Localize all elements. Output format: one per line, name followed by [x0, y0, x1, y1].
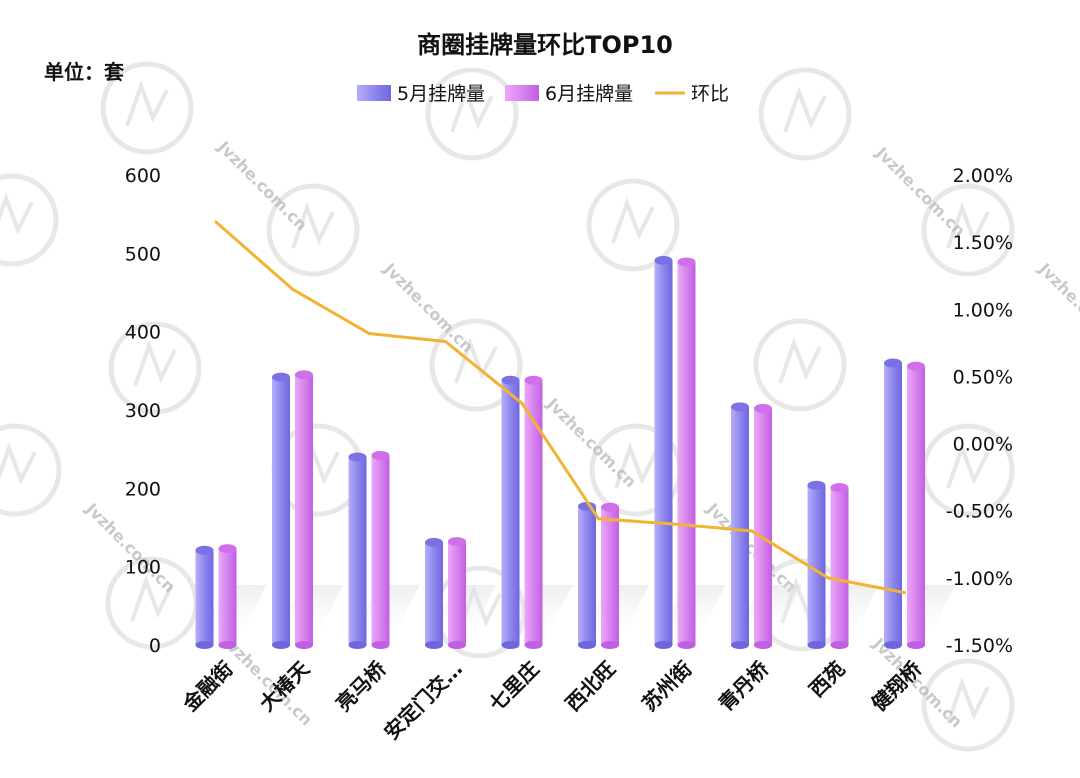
- watermark-seal: [108, 321, 202, 415]
- watermark-text: Jvzhe.com.cn: [1034, 259, 1080, 357]
- category-label-6: 西北旺: [561, 657, 620, 716]
- category-label-4: 安定门交…: [379, 657, 467, 745]
- line-point-3: [367, 331, 371, 335]
- right-tick-label: 1.50%: [953, 232, 1013, 254]
- legend-label-2: 6月挂牌量: [545, 83, 633, 105]
- bar-june-5: [524, 375, 543, 649]
- bar-may-1: [195, 545, 214, 649]
- left-tick-label: 300: [125, 400, 161, 422]
- line-point-1: [214, 220, 218, 224]
- watermark-text: Jvzhe.com.cn: [379, 259, 477, 357]
- line-point-6: [597, 517, 600, 521]
- bar-may-3: [348, 452, 367, 649]
- category-label-3: 亮马桥: [331, 656, 391, 716]
- line-point-4: [444, 340, 447, 344]
- right-axis-ticks: -1.50% -1.00% -0.50% 0.00% 0.50% 1.00% 1.50% 2.…: [946, 165, 1013, 657]
- right-tick-label: 0.50%: [953, 366, 1013, 388]
- bar-june-2: [295, 370, 313, 649]
- watermark-seal: [758, 67, 852, 161]
- bar-june-9: [830, 483, 849, 649]
- watermark-seal: [429, 318, 523, 412]
- category-label-9: 西苑: [804, 657, 849, 702]
- bar-may-4: [425, 537, 443, 649]
- category-label-5: 七里庄: [484, 657, 543, 716]
- bar-may-10: [884, 358, 902, 649]
- watermark-text: Jvzhe.com.cn: [81, 499, 179, 597]
- bar-may-8: [731, 402, 749, 649]
- left-tick-label: 500: [125, 243, 161, 265]
- line-point-9: [826, 576, 830, 580]
- left-tick-label: 100: [125, 557, 161, 579]
- legend-swatch-1: [357, 85, 391, 101]
- right-tick-label: 2.00%: [953, 165, 1013, 187]
- legend-swatch-2: [505, 85, 539, 101]
- bar-june-7: [677, 257, 696, 649]
- bar-may-7: [654, 255, 673, 649]
- bar-june-8: [754, 403, 772, 649]
- category-label-7: 苏州街: [637, 657, 696, 716]
- line-hb: [215, 220, 905, 595]
- legend: 5月挂牌量 6月挂牌量 环比: [357, 83, 729, 105]
- bar-june-1: [218, 544, 237, 649]
- left-tick-label: 400: [125, 322, 161, 344]
- unit-label: 单位：套: [44, 60, 124, 84]
- watermark-seal: [0, 173, 59, 267]
- chart-title: 商圈挂牌量环比TOP10: [417, 31, 673, 59]
- right-tick-label: -1.00%: [946, 568, 1013, 590]
- watermark-text: Jvzhe.com.cn: [702, 499, 800, 597]
- line-series: [214, 220, 906, 595]
- category-label-1: 金融街: [177, 657, 237, 717]
- watermark-seal: [586, 178, 680, 272]
- line-point-2: [291, 287, 294, 291]
- bar-may-6: [578, 501, 596, 649]
- legend-label-1: 5月挂牌量: [397, 83, 485, 105]
- right-tick-label: 0.00%: [953, 434, 1013, 456]
- watermark-text: Jvzhe.com.cn: [213, 137, 311, 235]
- line-point-7: [673, 522, 677, 526]
- bar-june-3: [371, 450, 390, 649]
- legend-label-3: 环比: [691, 83, 729, 105]
- right-tick-label: -0.50%: [946, 501, 1013, 523]
- watermark-seal: [0, 423, 62, 517]
- bar-may-9: [807, 480, 826, 649]
- right-tick-label: 1.00%: [953, 299, 1013, 321]
- bar-june-6: [601, 502, 619, 649]
- bar-may-2: [272, 372, 290, 649]
- left-tick-label: 200: [125, 478, 161, 500]
- line-point-8: [750, 529, 753, 533]
- bar-june-10: [907, 361, 925, 649]
- line-point-5: [520, 401, 524, 405]
- watermark-seal: [921, 183, 1015, 277]
- bar-may-5: [501, 375, 520, 649]
- watermark-seal: [753, 318, 847, 412]
- category-label-8: 青丹桥: [714, 656, 774, 716]
- line-point-10: [903, 591, 906, 595]
- bar-series: [195, 255, 925, 649]
- watermark-seal: [921, 658, 1015, 752]
- watermark-seal: [100, 61, 194, 155]
- left-tick-label: 0: [149, 635, 161, 657]
- left-axis-ticks: 0 100 200 300 400 500 600: [125, 165, 161, 657]
- watermark-seal: [425, 67, 519, 161]
- left-tick-label: 600: [125, 165, 161, 187]
- watermark-seal: [266, 183, 360, 277]
- right-tick-label: -1.50%: [946, 635, 1013, 657]
- bar-june-4: [448, 537, 466, 649]
